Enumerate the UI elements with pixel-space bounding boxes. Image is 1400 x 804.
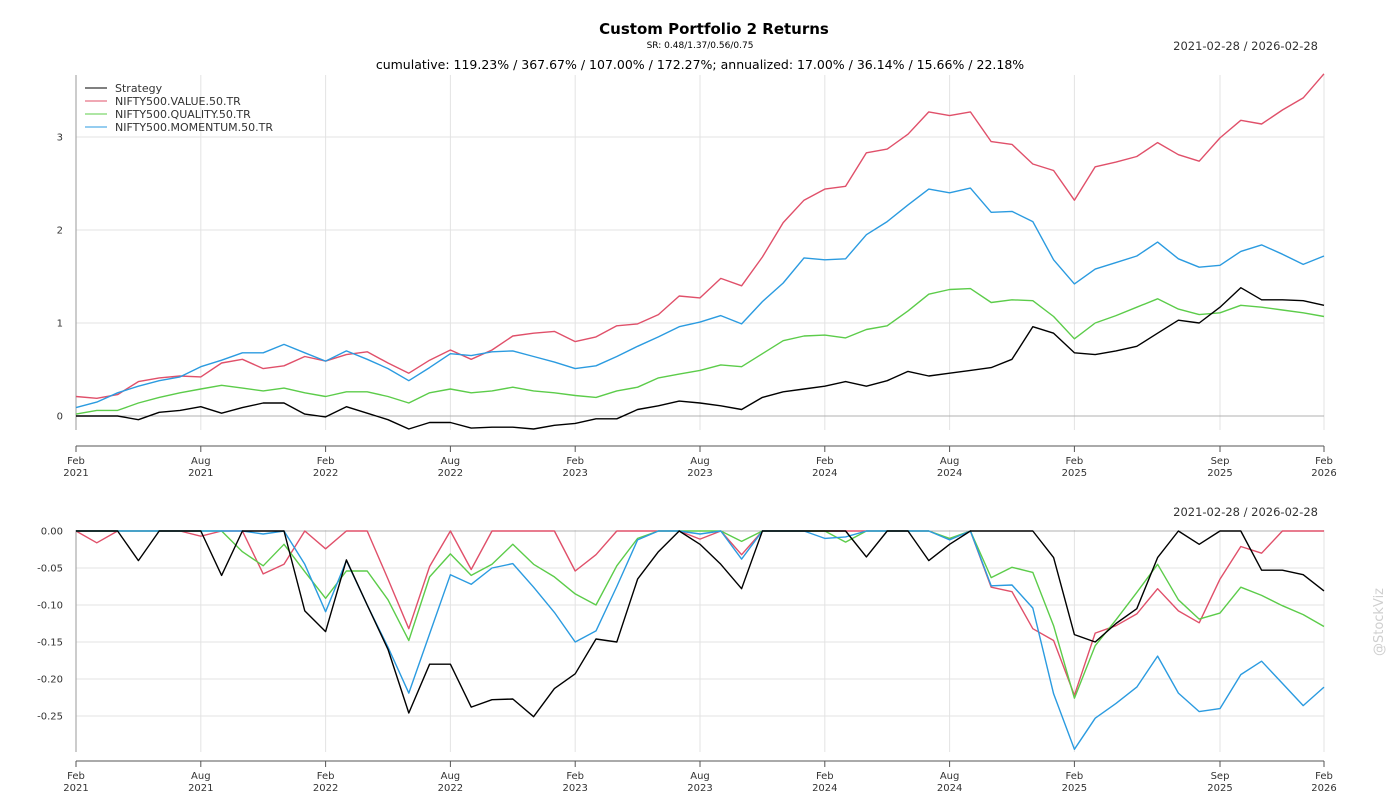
drawdown-ytick-label: -0.10 bbox=[37, 601, 63, 612]
returns-line-nifty500-momentum-50-tr bbox=[75, 187, 1325, 409]
drawdown-panel: Feb2021Aug2021Feb2022Aug2022Feb2023Aug20… bbox=[37, 527, 1337, 795]
returns-xtick-label-year: 2026 bbox=[1311, 468, 1336, 479]
returns-xtick-label-month: Feb bbox=[566, 456, 584, 467]
drawdown-xtick-label-month: Aug bbox=[191, 771, 211, 782]
returns-ytick-label: 2 bbox=[57, 226, 63, 237]
drawdown-line-nifty500-quality-50-tr bbox=[76, 530, 1325, 699]
returns-xtick-label-year: 2023 bbox=[562, 468, 587, 479]
drawdown-xtick-label-month: Feb bbox=[317, 771, 335, 782]
top-date-range: 2021-02-28 / 2026-02-28 bbox=[1173, 39, 1318, 53]
returns-xtick-label-month: Aug bbox=[441, 456, 461, 467]
returns-xtick-label-month: Feb bbox=[1066, 456, 1084, 467]
drawdown-xtick-label-month: Feb bbox=[816, 771, 834, 782]
returns-line-strategy bbox=[76, 287, 1325, 430]
returns-xtick-label-month: Aug bbox=[940, 456, 960, 467]
drawdown-xtick-label-month: Feb bbox=[1066, 771, 1084, 782]
returns-xtick-label-month: Feb bbox=[317, 456, 335, 467]
drawdown-xtick-label-month: Sep bbox=[1211, 771, 1230, 782]
returns-xtick-label-month: Feb bbox=[1315, 456, 1333, 467]
returns-xtick-label-year: 2021 bbox=[63, 468, 88, 479]
drawdown-xtick-label-month: Feb bbox=[67, 771, 85, 782]
returns-xtick-label-year: 2023 bbox=[687, 468, 712, 479]
returns-ytick-label: 0 bbox=[57, 412, 63, 423]
legend-label-value: NIFTY500.VALUE.50.TR bbox=[115, 95, 241, 108]
returns-xtick-label-year: 2022 bbox=[438, 468, 463, 479]
returns-xtick-label-year: 2022 bbox=[313, 468, 338, 479]
drawdown-xtick-label-year: 2021 bbox=[63, 783, 88, 794]
returns-xtick-label-month: Aug bbox=[690, 456, 710, 467]
drawdown-ytick-label: -0.05 bbox=[37, 564, 63, 575]
chart-subtitle: SR: 0.48/1.37/0.56/0.75 bbox=[647, 41, 754, 51]
returns-ytick-label: 1 bbox=[57, 319, 63, 330]
drawdown-xtick-label-year: 2022 bbox=[438, 783, 463, 794]
stats-line: cumulative: 119.23% / 367.67% / 107.00% … bbox=[376, 57, 1024, 72]
returns-xtick-label-year: 2025 bbox=[1207, 468, 1232, 479]
drawdown-xtick-label-year: 2023 bbox=[562, 783, 587, 794]
returns-xtick-label-year: 2025 bbox=[1062, 468, 1087, 479]
returns-xtick-label-year: 2021 bbox=[188, 468, 213, 479]
returns-xtick-label-month: Feb bbox=[816, 456, 834, 467]
returns-line-nifty500-quality-50-tr bbox=[75, 287, 1325, 415]
drawdown-xtick-label-month: Feb bbox=[566, 771, 584, 782]
drawdown-xtick-label-year: 2025 bbox=[1207, 783, 1232, 794]
legend: Strategy NIFTY500.VALUE.50.TR NIFTY500.Q… bbox=[85, 82, 273, 134]
legend-label-quality: NIFTY500.QUALITY.50.TR bbox=[115, 108, 251, 121]
drawdown-xtick-label-year: 2024 bbox=[937, 783, 962, 794]
bottom-date-range: 2021-02-28 / 2026-02-28 bbox=[1173, 505, 1318, 519]
drawdown-xtick-label-year: 2024 bbox=[812, 783, 837, 794]
returns-xtick-label-month: Sep bbox=[1211, 456, 1230, 467]
drawdown-xtick-label-year: 2025 bbox=[1062, 783, 1087, 794]
drawdown-line-strategy bbox=[76, 530, 1325, 718]
drawdown-xtick-label-month: Aug bbox=[690, 771, 710, 782]
returns-line-nifty500-value-50-tr bbox=[75, 73, 1325, 399]
chart-title: Custom Portfolio 2 Returns bbox=[599, 20, 829, 38]
returns-xtick-label-year: 2024 bbox=[812, 468, 837, 479]
drawdown-xtick-label-year: 2023 bbox=[687, 783, 712, 794]
legend-label-strategy: Strategy bbox=[115, 82, 163, 95]
returns-xtick-label-month: Aug bbox=[191, 456, 211, 467]
drawdown-xtick-label-month: Aug bbox=[940, 771, 960, 782]
drawdown-ytick-label: -0.15 bbox=[37, 638, 63, 649]
returns-ytick-label: 3 bbox=[57, 133, 63, 144]
drawdown-xtick-label-year: 2026 bbox=[1311, 783, 1336, 794]
returns-xtick-label-year: 2024 bbox=[937, 468, 962, 479]
drawdown-xtick-label-year: 2021 bbox=[188, 783, 213, 794]
drawdown-xtick-label-month: Feb bbox=[1315, 771, 1333, 782]
returns-xtick-label-month: Feb bbox=[67, 456, 85, 467]
drawdown-ytick-label: -0.25 bbox=[37, 712, 63, 723]
watermark: @StockViz bbox=[1372, 588, 1387, 656]
drawdown-ytick-label: -0.20 bbox=[37, 675, 63, 686]
cumulative-returns-panel: Feb2021Aug2021Feb2022Aug2022Feb2023Aug20… bbox=[57, 73, 1337, 479]
drawdown-xtick-label-year: 2022 bbox=[313, 783, 338, 794]
legend-label-momentum: NIFTY500.MOMENTUM.50.TR bbox=[115, 121, 273, 134]
drawdown-xtick-label-month: Aug bbox=[441, 771, 461, 782]
drawdown-ytick-label: 0.00 bbox=[41, 527, 63, 538]
drawdown-line-nifty500-value-50-tr bbox=[75, 530, 1324, 696]
